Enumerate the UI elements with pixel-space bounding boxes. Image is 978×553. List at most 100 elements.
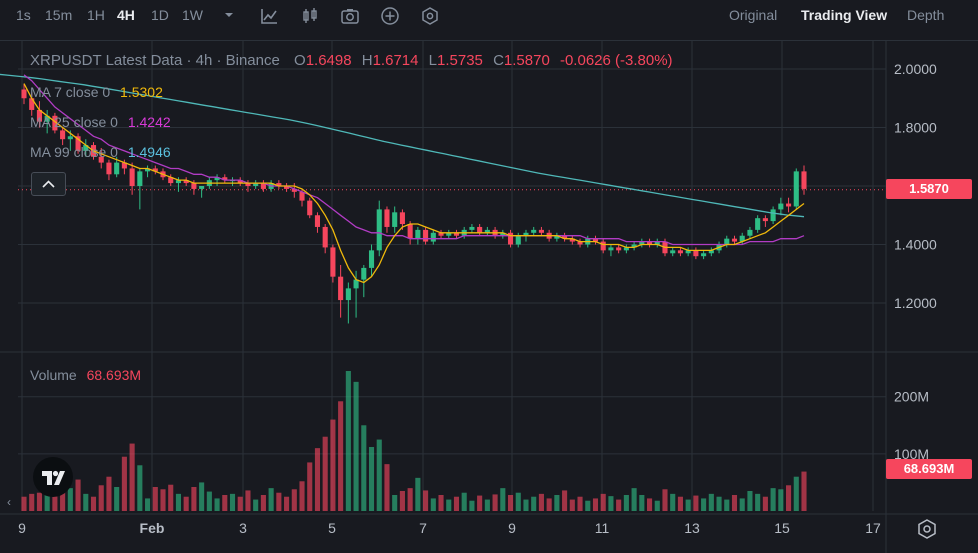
candle-body (83, 145, 89, 151)
candle-body (616, 247, 622, 251)
ma99-label: MA 99 close 0 (30, 144, 118, 160)
ma25-value: 1.4242 (127, 114, 171, 130)
candle-body (623, 247, 629, 251)
settings-icon[interactable] (420, 6, 440, 31)
volume-bar (801, 471, 807, 511)
candle-body (44, 115, 50, 122)
time-axis-label: 7 (419, 520, 427, 536)
volume-bar (507, 495, 514, 511)
volume-bar (291, 489, 297, 511)
volume-bar (755, 493, 761, 511)
collapse-legend-button[interactable] (31, 172, 66, 196)
volume-bar (600, 493, 606, 511)
candle-body (562, 235, 568, 239)
toolbar-divider (0, 40, 978, 41)
toolbar: 1s 15m 1H 4H 1D 1W Original Trading View… (0, 0, 978, 32)
volume-bar (160, 489, 166, 511)
candle-body (531, 229, 537, 233)
volume-bar (129, 443, 135, 511)
interval-4h[interactable]: 4H (117, 7, 135, 23)
interval-1w[interactable]: 1W (182, 7, 203, 23)
volume-bar (693, 495, 699, 511)
volume-bar (253, 499, 259, 511)
view-depth[interactable]: Depth (907, 7, 945, 23)
volume-bar (492, 494, 498, 511)
candle-body (708, 250, 714, 254)
volume-bar (121, 456, 127, 511)
volume-value: 68.693M (86, 367, 142, 383)
interval-1s[interactable]: 1s (16, 7, 31, 23)
volume-axis-label: 100M (894, 446, 929, 462)
volume-bar (60, 481, 66, 511)
volume-bar (724, 499, 730, 511)
volume-bar (44, 488, 50, 511)
scroll-left-icon[interactable]: ‹ (7, 495, 11, 509)
candle-body (693, 250, 699, 257)
volume-bar (214, 498, 220, 511)
volume-bar (168, 484, 174, 511)
volume-bar (646, 498, 653, 511)
chart-settings-button[interactable] (916, 518, 938, 545)
volume-bar (276, 492, 282, 511)
volume-bar (21, 496, 27, 511)
high-value: 1.6714 (372, 52, 419, 69)
volume-bar (654, 500, 660, 511)
chevron-up-icon (42, 180, 55, 188)
current-price-tag: 1.5870 (886, 179, 972, 199)
interval-1h[interactable]: 1H (87, 7, 105, 23)
volume-bar (469, 500, 475, 511)
volume-bar (538, 493, 544, 511)
volume-bar (577, 496, 583, 511)
volume-bar (384, 464, 390, 511)
volume-bar (477, 495, 483, 511)
volume-bar (199, 482, 205, 511)
volume-bar (314, 448, 321, 511)
volume-bar (515, 492, 521, 511)
candle-body (376, 209, 382, 251)
volume-bar (585, 500, 591, 511)
volume-bar (229, 493, 236, 511)
open-label: O (294, 52, 306, 69)
volume-bar (330, 419, 336, 511)
view-trading-view[interactable]: Trading View (801, 7, 888, 23)
view-original[interactable]: Original (729, 7, 778, 23)
volume-bar (430, 498, 436, 511)
volume-bar (731, 495, 738, 511)
high-label: H (361, 52, 373, 69)
candle-body (60, 130, 66, 140)
volume-bar (338, 401, 344, 511)
indicator-chart-icon[interactable] (259, 6, 279, 31)
volume-bar (52, 491, 58, 511)
volume-bar (183, 496, 189, 511)
candle-body (739, 235, 745, 242)
hexagon-settings-icon (918, 519, 936, 539)
candlestick-icon[interactable] (300, 6, 320, 31)
price-axis-label: 1.8000 (894, 120, 937, 136)
volume-bar (322, 436, 328, 511)
candle-body (121, 162, 127, 169)
interval-1d[interactable]: 1D (151, 7, 169, 23)
ma7-value: 1.5302 (120, 84, 163, 100)
candle-body (214, 177, 220, 181)
candle-body (677, 250, 683, 254)
volume-bar (670, 493, 676, 511)
candle-body (670, 250, 676, 254)
current-volume-tag: 68.693M (886, 459, 972, 479)
candle-body (453, 232, 460, 236)
open-value: 1.6498 (305, 52, 352, 69)
candle-body (747, 229, 753, 236)
candle-body (438, 232, 444, 236)
chevron-down-icon[interactable] (222, 6, 236, 29)
add-indicator-icon[interactable] (380, 6, 400, 31)
volume-bar (616, 499, 622, 511)
candle-body (168, 177, 174, 184)
camera-icon[interactable] (340, 6, 360, 31)
volume-bar (67, 488, 73, 511)
candle-body (384, 209, 390, 227)
interval-15m[interactable]: 15m (45, 7, 73, 23)
candle-body (407, 224, 413, 239)
volume-bar (446, 499, 452, 511)
candle-body (569, 238, 575, 242)
volume-bar (701, 498, 707, 511)
